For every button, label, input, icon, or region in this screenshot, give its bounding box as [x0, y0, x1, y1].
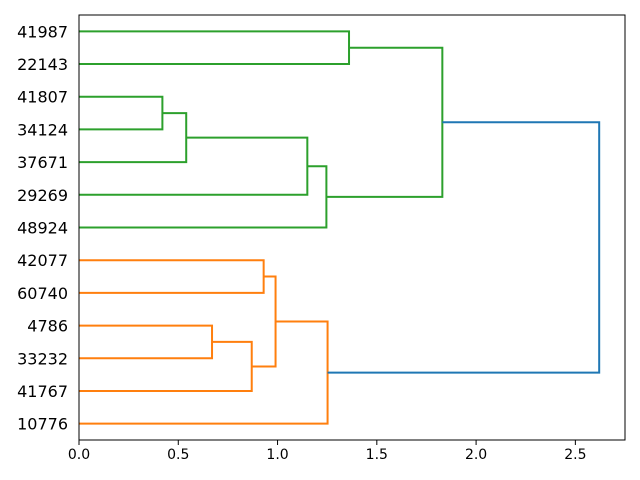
- x-tick-label: 0.5: [167, 447, 189, 463]
- leaf-label-22143: 22143: [17, 55, 68, 74]
- dendrogram-link-n7: [79, 136, 309, 196]
- leaf-label-29269: 29269: [17, 186, 68, 205]
- x-tick-label: 2.5: [564, 447, 586, 463]
- dendrogram-link-n1: [79, 95, 164, 131]
- x-tick-label: 2.0: [465, 447, 487, 463]
- x-tick-label: 1.0: [266, 447, 288, 463]
- leaf-label-42077: 42077: [17, 251, 68, 270]
- dendrogram-link-n12: [327, 121, 601, 374]
- x-tick-label: 0.0: [68, 447, 90, 463]
- leaf-label-41987: 41987: [17, 22, 68, 41]
- leaf-label-41767: 41767: [17, 382, 68, 401]
- leaf-label-33232: 33232: [17, 349, 68, 368]
- axes-frame: [78, 14, 626, 441]
- dendrogram-link-n3: [79, 324, 214, 360]
- dendrogram-link-n5: [79, 259, 265, 294]
- leaf-label-4786: 4786: [27, 317, 68, 336]
- leaf-label-34124: 34124: [17, 120, 68, 139]
- leaf-label-60740: 60740: [17, 284, 68, 303]
- leaf-label-48924: 48924: [17, 219, 68, 238]
- leaf-label-37671: 37671: [17, 153, 68, 172]
- dendrogram-link-n11: [326, 46, 444, 198]
- leaf-label-10776: 10776: [17, 415, 68, 434]
- x-tick-label: 1.5: [366, 447, 388, 463]
- leaf-label-41807: 41807: [17, 88, 68, 107]
